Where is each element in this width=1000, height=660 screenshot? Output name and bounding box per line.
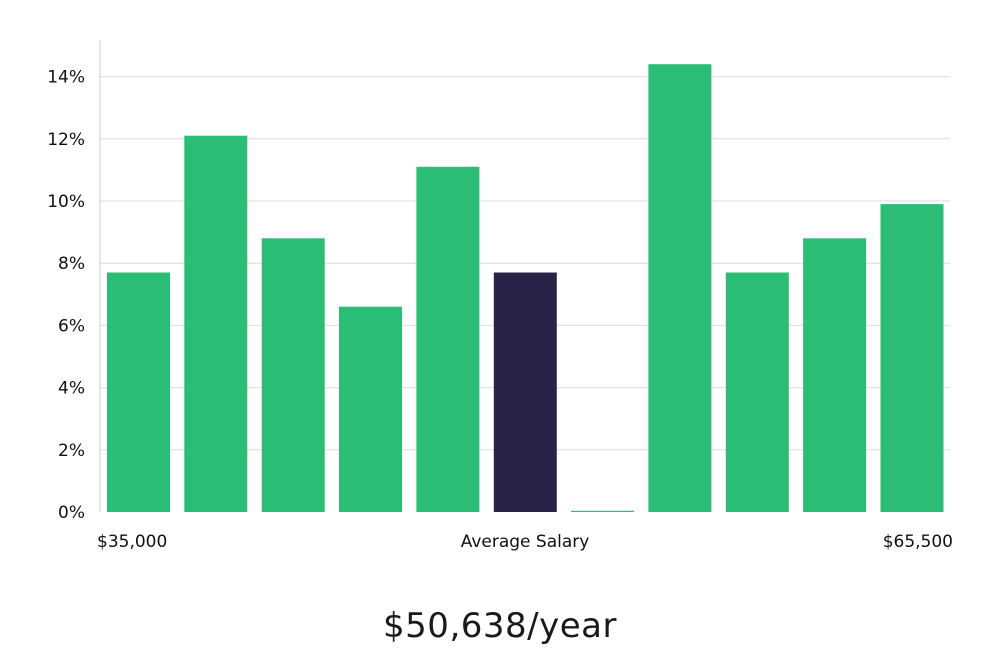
x-min-label: $35,000 — [97, 532, 167, 552]
bar — [880, 204, 944, 512]
bar — [339, 306, 402, 512]
average-salary-value: $50,638/year — [383, 606, 617, 646]
y-tick-label: 4% — [58, 379, 85, 399]
bar — [184, 135, 248, 512]
x-max-label: $65,500 — [883, 532, 953, 552]
y-tick-label: 0% — [58, 503, 85, 523]
bar — [725, 272, 789, 512]
y-tick-label: 14% — [47, 68, 85, 88]
bar — [416, 166, 480, 513]
bar — [261, 238, 325, 513]
y-axis-ticks: 0% 2% 4% 6% 8% 10% 12% 14% — [47, 68, 85, 523]
bar — [803, 238, 867, 513]
bar — [571, 510, 635, 512]
bar-highlight-average — [493, 272, 557, 512]
y-tick-label: 8% — [58, 254, 85, 274]
bars — [107, 64, 944, 513]
y-tick-label: 10% — [47, 192, 85, 212]
y-tick-label: 2% — [58, 441, 85, 461]
x-axis-title: Average Salary — [461, 532, 590, 552]
y-tick-label: 6% — [58, 316, 85, 336]
bar — [648, 64, 712, 512]
y-tick-label: 12% — [47, 130, 85, 150]
salary-distribution-chart: 0% 2% 4% 6% 8% 10% 12% 14% $35,000 Average Sala… — [47, 40, 953, 552]
bar — [107, 272, 170, 512]
